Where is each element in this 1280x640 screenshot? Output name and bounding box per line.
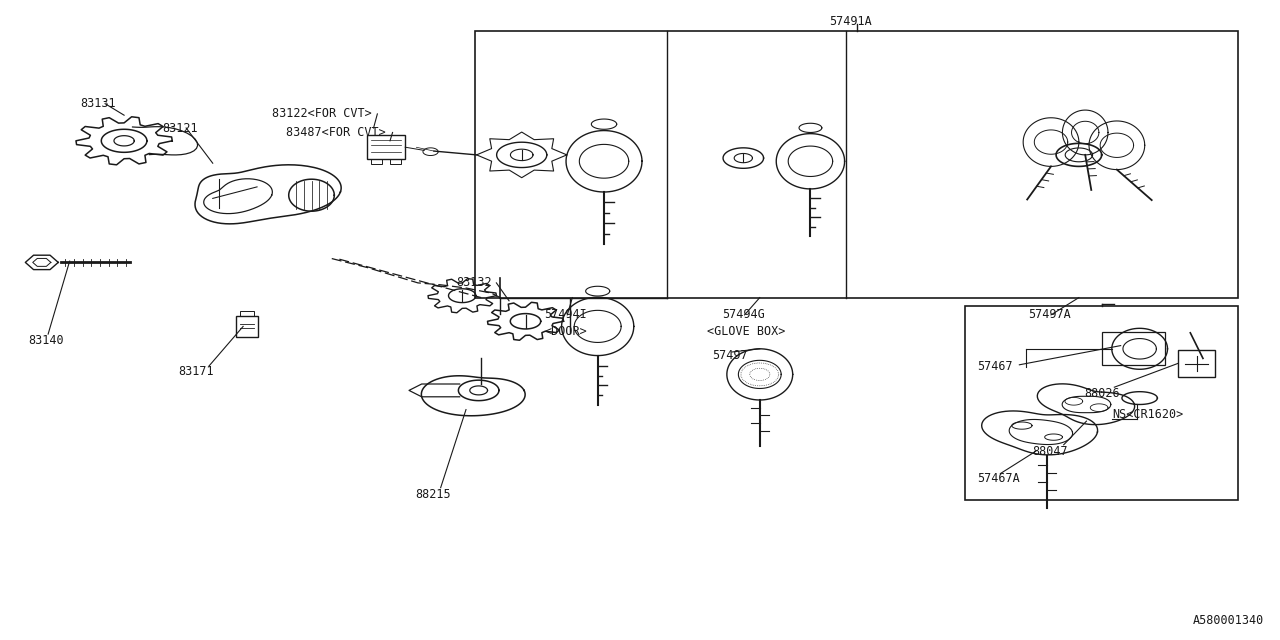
Text: 57494G: 57494G (722, 308, 764, 321)
Text: <GLOVE BOX>: <GLOVE BOX> (707, 325, 785, 338)
Bar (1178, 351, 1216, 376)
Text: <DOOR>: <DOOR> (544, 325, 588, 338)
Text: 88026: 88026 (1084, 387, 1120, 400)
Text: 57467: 57467 (978, 360, 1014, 373)
Text: 83132: 83132 (456, 276, 492, 289)
Bar (475, 31, 1239, 298)
Text: 57497: 57497 (712, 349, 748, 362)
Bar (1102, 332, 1165, 365)
Text: 57491A: 57491A (829, 15, 872, 28)
Text: 57467A: 57467A (978, 472, 1020, 485)
Text: 83121: 83121 (163, 122, 197, 134)
Text: NS<CR1620>: NS<CR1620> (1112, 408, 1183, 421)
Bar (371, 159, 383, 164)
Text: 83487<FOR CVT>: 83487<FOR CVT> (287, 126, 387, 139)
Bar (241, 311, 253, 316)
Text: 83122<FOR CVT>: 83122<FOR CVT> (273, 108, 372, 120)
Bar (390, 159, 402, 164)
Bar (236, 316, 259, 337)
Bar (965, 306, 1239, 500)
Text: 88047: 88047 (1032, 445, 1068, 458)
Text: A580001340: A580001340 (1193, 614, 1265, 627)
Text: 83171: 83171 (178, 365, 214, 378)
Text: 57497A: 57497A (1028, 308, 1071, 321)
Bar (367, 135, 406, 159)
Text: 83140: 83140 (28, 334, 64, 347)
Text: 88215: 88215 (415, 488, 451, 500)
Text: 83131: 83131 (79, 97, 115, 110)
Text: 57494I: 57494I (544, 308, 588, 321)
